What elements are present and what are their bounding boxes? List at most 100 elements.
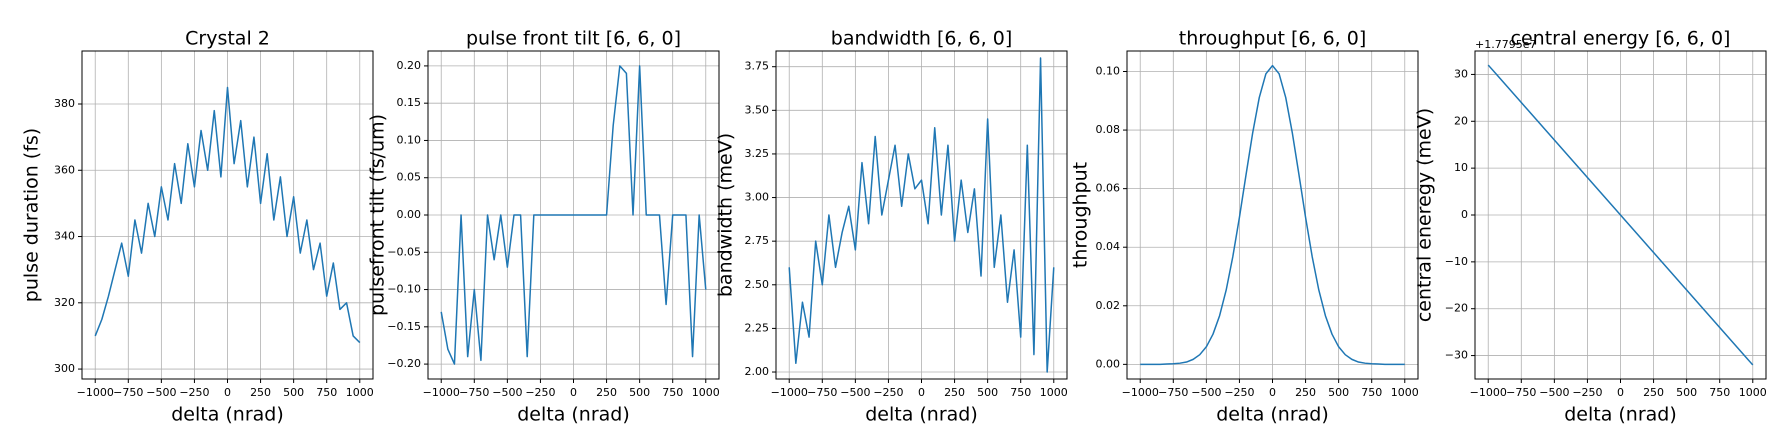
x-tick-label: −500 <box>1191 386 1221 399</box>
y-tick-label: −0.10 <box>387 283 421 296</box>
y-tick-label: 2.25 <box>745 321 770 334</box>
x-tick-label: 500 <box>1676 386 1697 399</box>
x-tick-label: 0 <box>224 386 231 399</box>
x-tick-label: −500 <box>1539 386 1569 399</box>
x-tick-label: −1000 <box>1470 386 1507 399</box>
x-tick-label: −750 <box>113 386 143 399</box>
x-tick-label: −1000 <box>77 386 114 399</box>
x-tick-label: −750 <box>1158 386 1188 399</box>
x-tick-label: −500 <box>840 386 870 399</box>
plot-frame <box>427 50 720 380</box>
x-tick-label: 0 <box>570 386 577 399</box>
x-tick-label: 250 <box>1643 386 1664 399</box>
x-axis-label: delta (nrad) <box>517 404 630 426</box>
y-axis-label: pulsefront tilt (fs/um) <box>367 114 389 316</box>
y-axis-label: throughput <box>1070 162 1092 268</box>
y-tick-label: 0.20 <box>397 59 422 72</box>
y-tick-label: −0.05 <box>387 245 421 258</box>
x-tick-label: −250 <box>873 386 903 399</box>
y-tick-label: 2.75 <box>745 234 770 247</box>
y-tick-label: 0.02 <box>1096 299 1121 312</box>
x-tick-label: −250 <box>1572 386 1602 399</box>
y-tick-label: −0.20 <box>387 357 421 370</box>
plot-frame <box>1474 50 1767 380</box>
x-tick-label: 500 <box>283 386 304 399</box>
y-tick-label: 2.00 <box>745 365 770 378</box>
x-tick-label: 250 <box>596 386 617 399</box>
x-tick-label: 500 <box>1328 386 1349 399</box>
y-tick-label: −20 <box>1445 302 1468 315</box>
x-tick-label: −500 <box>492 386 522 399</box>
x-tick-label: 250 <box>944 386 965 399</box>
data-line <box>1140 64 1405 366</box>
y-tick-label: 30 <box>1454 67 1468 80</box>
chart-title: throughput [6, 6, 0] <box>1179 28 1367 50</box>
y-axis-label: pulse duration (fs) <box>21 128 43 302</box>
y-axis-label: central eneregy (meV) <box>1414 108 1436 322</box>
x-tick-label: −1000 <box>423 386 460 399</box>
x-tick-label: −1000 <box>771 386 808 399</box>
y-tick-label: 320 <box>54 296 75 309</box>
x-tick-label: 1000 <box>692 386 720 399</box>
x-tick-label: 250 <box>1295 386 1316 399</box>
x-tick-label: −750 <box>459 386 489 399</box>
x-tick-label: 500 <box>629 386 650 399</box>
data-line <box>440 65 707 365</box>
x-tick-label: −1000 <box>1122 386 1159 399</box>
x-tick-label: 750 <box>662 386 683 399</box>
x-tick-label: −750 <box>807 386 837 399</box>
x-tick-label: 1000 <box>1739 386 1767 399</box>
data-line <box>1487 64 1754 366</box>
x-axis-label: delta (nrad) <box>171 404 284 426</box>
x-tick-label: 500 <box>977 386 998 399</box>
y-tick-label: 0.15 <box>397 96 422 109</box>
x-tick-label: 750 <box>1010 386 1031 399</box>
x-tick-label: 0 <box>918 386 925 399</box>
y-tick-label: 0.08 <box>1096 123 1121 136</box>
y-tick-label: 0.00 <box>397 208 422 221</box>
x-axis-label: delta (nrad) <box>1216 404 1329 426</box>
y-tick-label: 340 <box>54 230 75 243</box>
y-tick-label: 3.75 <box>745 60 770 73</box>
x-tick-label: 1000 <box>346 386 374 399</box>
y-tick-label: 0.10 <box>1096 65 1121 78</box>
y-tick-label: 0.10 <box>397 133 422 146</box>
x-tick-label: −250 <box>1224 386 1254 399</box>
y-axis-label: bandwidth (meV) <box>715 133 737 297</box>
y-tick-label: 3.50 <box>745 103 770 116</box>
y-tick-label: 3.25 <box>745 147 770 160</box>
x-tick-label: −500 <box>146 386 176 399</box>
chart-title: bandwidth [6, 6, 0] <box>831 28 1012 50</box>
y-tick-label: 2.50 <box>745 278 770 291</box>
y-tick-label: 0.05 <box>397 171 422 184</box>
plot-frame <box>775 50 1068 380</box>
x-tick-label: −250 <box>525 386 555 399</box>
x-tick-label: 750 <box>1709 386 1730 399</box>
x-tick-label: 750 <box>1361 386 1382 399</box>
x-tick-label: −750 <box>1506 386 1536 399</box>
plot-frame <box>81 50 374 380</box>
y-tick-label: −30 <box>1445 349 1468 362</box>
data-line <box>788 57 1055 373</box>
data-line <box>94 86 361 344</box>
y-tick-label: 0.04 <box>1096 240 1121 253</box>
x-axis-label: delta (nrad) <box>865 404 978 426</box>
y-tick-label: 0.06 <box>1096 182 1121 195</box>
y-tick-label: 0.00 <box>1096 357 1121 370</box>
x-axis-label: delta (nrad) <box>1564 404 1677 426</box>
y-tick-label: 3.00 <box>745 191 770 204</box>
plot-frame <box>1126 50 1419 380</box>
x-tick-label: 0 <box>1617 386 1624 399</box>
y-tick-label: 300 <box>54 362 75 375</box>
chart-title: Crystal 2 <box>185 28 270 50</box>
y-tick-label: 10 <box>1454 161 1468 174</box>
x-tick-label: 0 <box>1269 386 1276 399</box>
x-tick-label: 1000 <box>1391 386 1419 399</box>
y-tick-label: 0 <box>1461 208 1468 221</box>
offset-text: +1.7795e7 <box>1475 38 1536 51</box>
chart-title: pulse front tilt [6, 6, 0] <box>466 28 681 50</box>
y-tick-label: 360 <box>54 163 75 176</box>
x-tick-label: 1000 <box>1040 386 1068 399</box>
x-tick-label: 250 <box>250 386 271 399</box>
